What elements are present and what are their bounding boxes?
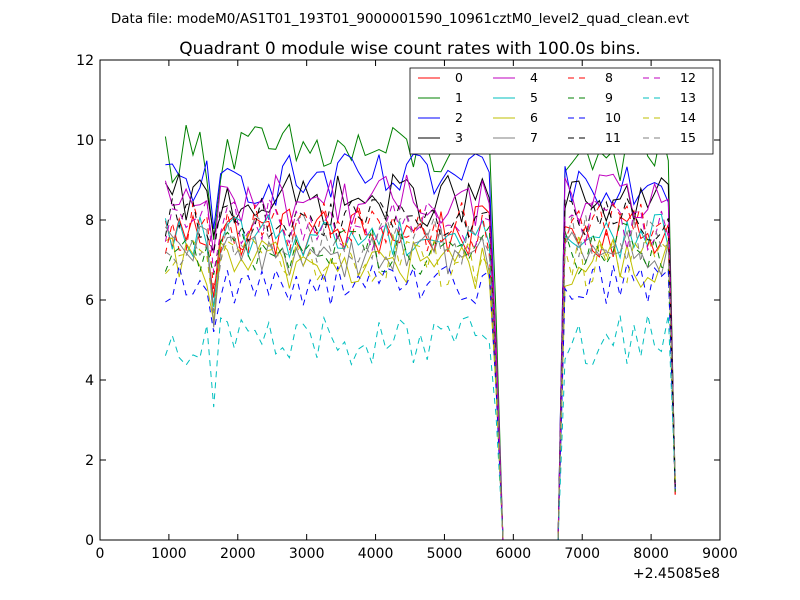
x-axis: 0 1000 2000 3000 4000 5000 6000 7000 8000 9000 <box>96 60 738 562</box>
legend-frame <box>409 67 714 155</box>
legend-label-10: 10 <box>605 110 621 125</box>
y-tick-label: 8 <box>85 213 94 229</box>
series-line-2 <box>165 153 676 541</box>
legend-label-4: 4 <box>530 70 538 85</box>
x-tick-label: 9000 <box>702 546 738 562</box>
series-line-10 <box>165 261 676 541</box>
legend-label-6: 6 <box>530 110 538 125</box>
x-tick-label: 6000 <box>496 546 532 562</box>
series-line-4 <box>164 173 676 541</box>
series-line-9 <box>164 221 676 541</box>
legend-label-13: 13 <box>680 90 696 105</box>
series-line-5 <box>164 213 676 541</box>
legend-label-5: 5 <box>530 90 538 105</box>
legend-label-1: 1 <box>455 90 463 105</box>
series-line-12 <box>164 197 676 541</box>
x-tick-label: 7000 <box>564 546 600 562</box>
x-tick-label: 0 <box>96 546 105 562</box>
x-tick-label: 8000 <box>633 546 669 562</box>
legend-label-0: 0 <box>455 70 463 85</box>
y-tick-label: 6 <box>85 293 94 309</box>
legend-label-3: 3 <box>455 130 463 145</box>
figure-suptitle: Data file: modeM0/AS1T01_193T01_90000015… <box>111 11 689 27</box>
y-tick-label: 0 <box>85 533 94 549</box>
legend-label-11: 11 <box>605 130 621 145</box>
y-tick-label: 12 <box>76 53 94 69</box>
x-tick-label: 3000 <box>289 546 325 562</box>
legend-label-15: 15 <box>680 130 696 145</box>
series-line-8 <box>164 202 676 541</box>
y-tick-label: 10 <box>76 133 94 149</box>
x-axis-offset-label: +2.45085e8 <box>633 566 720 582</box>
series-line-6 <box>165 237 676 541</box>
legend-label-8: 8 <box>605 70 613 85</box>
x-tick-label: 2000 <box>220 546 256 562</box>
series-layer <box>164 121 676 541</box>
legend-label-9: 9 <box>605 90 613 105</box>
legend-label-2: 2 <box>455 110 463 125</box>
legend-label-14: 14 <box>680 110 696 125</box>
legend-label-7: 7 <box>530 130 538 145</box>
series-line-3 <box>164 172 676 541</box>
legend-label-12: 12 <box>680 70 696 85</box>
y-tick-label: 2 <box>85 453 94 469</box>
x-tick-label: 1000 <box>151 546 187 562</box>
x-tick-label: 5000 <box>427 546 463 562</box>
x-tick-label: 4000 <box>358 546 394 562</box>
chart-title: Quadrant 0 module wise count rates with … <box>179 39 640 59</box>
y-tick-label: 4 <box>85 373 94 389</box>
